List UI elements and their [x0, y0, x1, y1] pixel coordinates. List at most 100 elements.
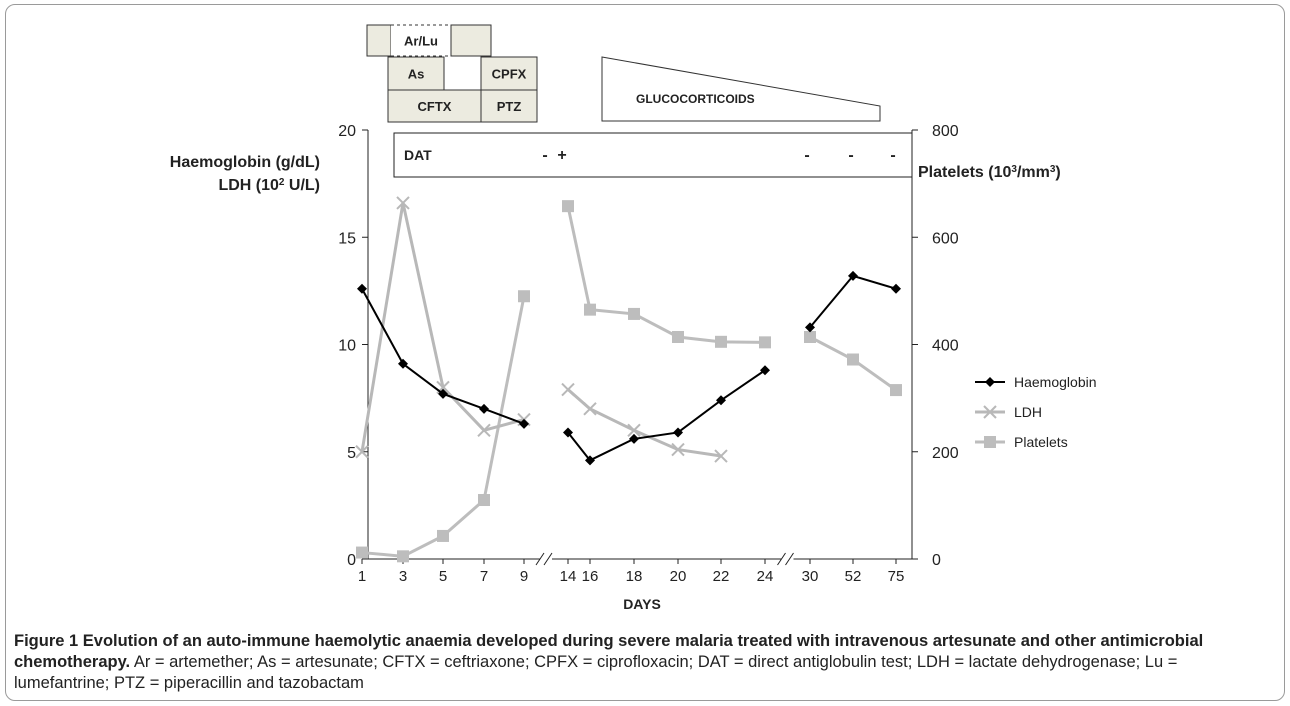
legend-label: Platelets [1014, 434, 1068, 450]
treatment-as: As [387, 56, 445, 91]
series-line [567, 388, 722, 458]
data-point [891, 283, 901, 294]
axis-break-mark [543, 552, 553, 566]
treatment-box [480, 56, 538, 91]
figure-caption: Figure 1 Evolution of an auto-immune hae… [14, 631, 1276, 694]
dat-frame [393, 132, 913, 178]
y-axis-left-label-2: LDH (102 U/L) [218, 177, 320, 195]
treatment-bar [450, 24, 492, 57]
legend-label: Haemoglobin [1014, 374, 1097, 390]
data-point [563, 427, 573, 438]
treatment-ptz: PTZ [480, 89, 538, 123]
dat-result: - [890, 147, 895, 164]
dat-result: + [557, 147, 566, 164]
y-axis-right-label: Platelets (103/mm3) [918, 164, 1061, 182]
data-point [673, 427, 683, 438]
data-point [356, 546, 368, 559]
treatment-label: As [408, 67, 425, 82]
legend-item: LDH [975, 404, 1042, 420]
data-point [715, 335, 727, 348]
series-platelets [356, 200, 902, 563]
chart: Ar/Lu As CPFX CFTX PTZ GLUCOCORTICOIDS DAT - + -… [170, 24, 1097, 612]
data-point [478, 494, 490, 507]
x-tick-label: 75 [888, 568, 905, 585]
data-point [848, 270, 858, 281]
treatment-cftx: CFTX [387, 89, 482, 123]
x-tick-label: 3 [399, 568, 407, 585]
data-point [672, 330, 684, 343]
data-point [479, 403, 489, 414]
treatment-label: CFTX [418, 99, 452, 114]
data-point [628, 307, 640, 320]
treatment-box [480, 89, 538, 123]
axis-break-mark [535, 552, 545, 566]
treatment-bar [366, 24, 392, 57]
series-haemoglobin [357, 270, 901, 466]
y-tick-label-left: 10 [338, 338, 356, 355]
treatment-box [391, 25, 451, 56]
data-point [438, 388, 448, 399]
data-point [629, 433, 639, 444]
x-tick-label: 24 [757, 568, 774, 585]
axis-break-mark [785, 552, 794, 566]
x-tick-label: 30 [802, 568, 819, 585]
series-ldh [355, 196, 728, 463]
treatment-ar-lu: Ar/Lu [391, 24, 451, 57]
legend-marker [985, 377, 995, 387]
data-point [716, 395, 726, 406]
y-tick-label-right: 400 [932, 338, 959, 355]
y-tick-label-left: 0 [347, 552, 356, 569]
caption-text: Ar = artemether; As = artesunate; CFTX =… [14, 653, 1178, 692]
treatment-box [387, 89, 482, 123]
data-point [714, 449, 728, 463]
y-tick-label-left: 20 [338, 123, 356, 140]
x-tick-label: 5 [439, 568, 447, 585]
x-tick-label: 16 [582, 568, 599, 585]
treatment-box [450, 24, 492, 57]
y-tick-label-left: 15 [338, 230, 356, 247]
data-point [477, 423, 491, 438]
treatment-label: GLUCOCORTICOIDS [636, 92, 755, 106]
data-point [518, 290, 530, 303]
y-tick-label-right: 0 [932, 552, 941, 569]
x-tick-label: 7 [480, 568, 488, 585]
x-tick-label: 52 [845, 568, 862, 585]
dat-result: - [804, 147, 809, 164]
x-axis-label: DAYS [623, 596, 661, 612]
data-point [760, 365, 770, 376]
data-point [396, 196, 410, 210]
y-axis-left-label-1: Haemoglobin (g/dL) [170, 154, 320, 171]
x-tick-label: 18 [626, 568, 643, 585]
series-line [809, 274, 897, 328]
legend-marker [984, 436, 996, 448]
data-point [397, 550, 409, 563]
series-line [566, 205, 766, 344]
data-point [519, 418, 529, 429]
data-point [355, 445, 369, 459]
y-tick-label-right: 600 [932, 230, 959, 247]
dat-result: - [848, 147, 853, 164]
dat-label: DAT [404, 147, 432, 163]
caption-title: Figure 1 Evolution of an auto-immune hae… [14, 632, 1204, 671]
legend-item: Platelets [975, 434, 1068, 450]
legend: Haemoglobin LDH Platelets [975, 374, 1097, 450]
data-point [398, 358, 408, 369]
data-point [584, 303, 596, 316]
data-point [671, 442, 685, 457]
legend-marker [983, 405, 997, 419]
data-point [847, 353, 859, 366]
data-point [759, 336, 771, 349]
x-tick-label: 9 [520, 568, 528, 585]
series-layer [355, 196, 902, 563]
legend-label: LDH [1014, 404, 1042, 420]
data-point [562, 200, 574, 213]
y-tick-label-left: 5 [347, 445, 356, 462]
treatment-label: CPFX [492, 67, 527, 82]
data-point [804, 330, 816, 343]
x-tick-label: 20 [670, 568, 687, 585]
series-line [567, 369, 766, 462]
data-point [561, 382, 575, 397]
treatment-label: PTZ [497, 99, 522, 114]
x-tick-label: 14 [560, 568, 577, 585]
